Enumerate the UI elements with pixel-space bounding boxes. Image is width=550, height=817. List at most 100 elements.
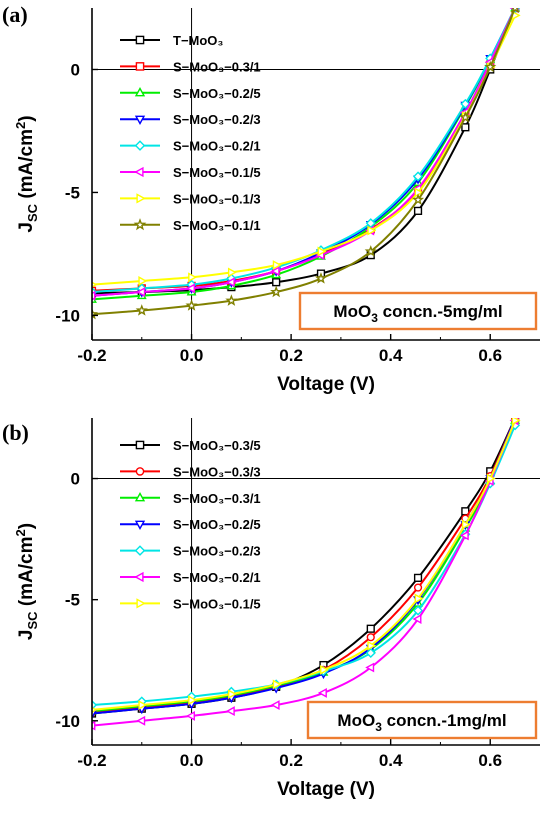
y-tick-label: -10 bbox=[55, 306, 80, 325]
x-tick-label: 0.0 bbox=[180, 346, 204, 365]
y-axis-title-close: ) bbox=[16, 523, 37, 529]
series-group bbox=[92, 418, 521, 731]
legend-marker-6 bbox=[136, 598, 146, 609]
panel-label: (a) bbox=[2, 2, 28, 27]
series-7-point-4 bbox=[270, 285, 283, 298]
y-tick-label: -5 bbox=[65, 591, 80, 610]
series-7-point-3 bbox=[225, 294, 238, 306]
series-1-point-7 bbox=[413, 583, 423, 592]
series-5-point-2 bbox=[186, 711, 195, 721]
series-0-point-6 bbox=[366, 624, 375, 633]
legend-label-6: S−MoO₃−0.1/3 bbox=[173, 191, 261, 206]
legend-label-5: S−MoO₃−0.1/5 bbox=[173, 165, 261, 180]
x-tick-label: 0.4 bbox=[379, 346, 403, 365]
legend-marker-6 bbox=[136, 193, 146, 204]
series-6-point-2 bbox=[188, 695, 198, 706]
legend-marker-3 bbox=[134, 520, 146, 530]
legend-label-5: S−MoO₃−0.2/1 bbox=[173, 570, 261, 585]
series-6-point-6 bbox=[367, 640, 377, 651]
series-5-point-7 bbox=[412, 614, 422, 624]
series-line-2 bbox=[92, 420, 517, 713]
series-3-point-0 bbox=[92, 710, 97, 720]
legend: S−MoO₃−0.3/5 S−MoO₃−0.3/3 S−MoO₃−0.3/1 S−Mo… bbox=[120, 438, 261, 611]
series-5-point-8 bbox=[459, 530, 469, 541]
legend-marker-4 bbox=[134, 140, 146, 151]
legend-label-1: S−MoO₃−0.3/1 bbox=[173, 59, 261, 74]
series-0-point-7 bbox=[413, 206, 423, 215]
y-axis-title-unit: (mA/cm bbox=[16, 536, 37, 611]
x-tick-label: 0.0 bbox=[180, 751, 204, 770]
legend-marker-3 bbox=[134, 115, 146, 125]
series-5-point-1 bbox=[136, 287, 146, 297]
series-4-point-8 bbox=[460, 98, 471, 109]
series-7-point-10 bbox=[511, 8, 519, 14]
series-line-1 bbox=[92, 8, 517, 292]
x-tick-label: 0.4 bbox=[379, 751, 403, 770]
series-7-point-9 bbox=[484, 60, 497, 73]
legend-label-4: S−MoO₃−0.2/1 bbox=[173, 139, 261, 154]
series-7-point-7 bbox=[411, 193, 425, 206]
series-4-point-6 bbox=[365, 218, 376, 229]
legend-marker-2 bbox=[134, 87, 146, 97]
series-6-point-9 bbox=[486, 473, 496, 484]
legend-label-6: S−MoO₃−0.1/5 bbox=[173, 596, 261, 611]
series-6-point-2 bbox=[188, 272, 198, 283]
legend-label-4: S−MoO₃−0.2/3 bbox=[173, 544, 261, 559]
series-5-point-6 bbox=[365, 662, 375, 673]
series-7-point-1 bbox=[135, 304, 148, 316]
y-axis-title: JSC (mA/cm2) bbox=[13, 523, 40, 640]
legend-marker-4 bbox=[134, 545, 146, 556]
series-line-5 bbox=[92, 420, 517, 727]
legend-label-0: T−MoO₃ bbox=[173, 33, 223, 48]
series-4-point-7 bbox=[412, 171, 424, 182]
series-4-point-6 bbox=[365, 647, 376, 659]
series-5-point-4 bbox=[270, 700, 280, 710]
y-axis-title-close: ) bbox=[16, 115, 37, 121]
series-line-0 bbox=[92, 8, 517, 295]
series-line-3 bbox=[92, 418, 517, 715]
series-7-point-6 bbox=[364, 245, 377, 257]
series-6-point-3 bbox=[227, 267, 237, 278]
series-6-point-5 bbox=[320, 664, 329, 675]
legend-label-3: S−MoO₃−0.2/5 bbox=[173, 517, 261, 532]
series-line-4 bbox=[92, 8, 517, 294]
concentration-label: MoO3 concn.-1mg/ml bbox=[337, 711, 506, 734]
x-tick-label: 0.2 bbox=[279, 346, 303, 365]
series-5-point-5 bbox=[317, 687, 327, 698]
series-line-7 bbox=[92, 8, 517, 316]
panel-label: (b) bbox=[2, 420, 29, 445]
series-6-point-7 bbox=[414, 593, 424, 604]
legend-marker-5 bbox=[134, 166, 144, 178]
legend-marker-2 bbox=[134, 492, 146, 502]
legend-label-7: S−MoO₃−0.1/1 bbox=[173, 218, 261, 233]
series-7-point-8 bbox=[459, 111, 472, 123]
series-0-point-8 bbox=[461, 123, 470, 132]
legend-marker-0 bbox=[135, 440, 145, 450]
series-4-point-7 bbox=[412, 605, 424, 616]
series-0-point-7 bbox=[413, 573, 423, 582]
x-tick-label: 0.6 bbox=[478, 346, 502, 365]
concentration-box bbox=[306, 700, 538, 740]
y-axis-title-sup: 2 bbox=[13, 122, 28, 129]
series-line-6 bbox=[92, 420, 517, 711]
y-axis-title-sub: SC bbox=[25, 611, 40, 630]
series-7-point-5 bbox=[314, 272, 328, 284]
y-axis-title-sup: 2 bbox=[13, 529, 28, 536]
series-group bbox=[92, 8, 521, 320]
series-5-point-1 bbox=[136, 715, 146, 726]
series-line-6 bbox=[92, 14, 517, 286]
y-axis-title-sub: SC bbox=[25, 203, 40, 222]
x-axis-title: Voltage (V) bbox=[277, 779, 375, 800]
y-tick-label: 0 bbox=[71, 470, 80, 489]
series-6-point-5 bbox=[317, 246, 327, 257]
y-tick-label: -5 bbox=[65, 183, 80, 202]
series-6-point-10 bbox=[511, 418, 521, 426]
concentration-label: MoO3 concn.-5mg/ml bbox=[333, 302, 502, 325]
legend-marker-7 bbox=[133, 218, 147, 231]
series-5-point-2 bbox=[186, 283, 195, 294]
series-6-point-1 bbox=[138, 276, 148, 286]
x-axis-title: Voltage (V) bbox=[277, 374, 375, 395]
legend-label-1: S−MoO₃−0.3/3 bbox=[173, 464, 261, 479]
legend: T−MoO₃ S−MoO₃−0.3/1 S−MoO₃−0.2/5 S−MoO₃−0.2… bbox=[120, 33, 261, 233]
